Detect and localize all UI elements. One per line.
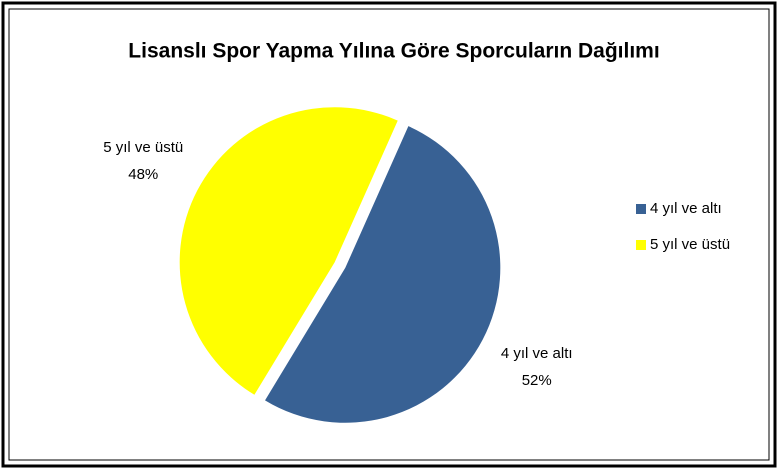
legend-label: 5 yıl ve üstü — [650, 236, 730, 253]
legend-label: 4 yıl ve altı — [650, 200, 722, 217]
slice-value-label: 48% — [128, 166, 158, 183]
inner-frame — [8, 8, 770, 461]
pie-slice — [265, 126, 501, 423]
slice-category-label: 5 yıl ve üstü — [103, 139, 183, 156]
legend-swatch — [636, 240, 646, 250]
chart-title: Lisanslı Spor Yapma Yılına Göre Sporcula… — [128, 40, 659, 63]
slice-value-label: 52% — [522, 372, 552, 389]
slice-category-label: 4 yıl ve altı — [501, 345, 573, 362]
pie-slice — [179, 107, 398, 395]
legend-swatch — [636, 204, 646, 214]
